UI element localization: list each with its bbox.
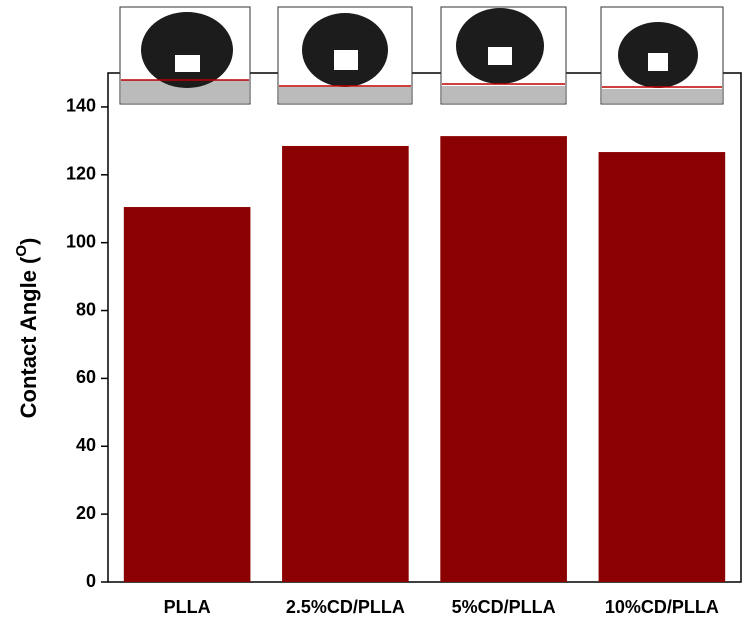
- y-tick-label: 80: [76, 299, 96, 319]
- y-tick-label: 0: [86, 571, 96, 591]
- droplet-image: [440, 6, 567, 105]
- y-tick-label: 20: [76, 503, 96, 523]
- droplet-image: [277, 6, 413, 105]
- axes-frame: 0 20 40 60 80 100 120 140 PLLA 2.5%CD/PLLA 5%CD/PL…: [66, 72, 742, 617]
- y-axis-title-text: Contact Angle (: [16, 256, 41, 418]
- bar: [123, 207, 251, 582]
- x-tick-label: 2.5%CD/PLLA: [286, 597, 405, 617]
- y-axis-title-superscript: O: [13, 245, 30, 257]
- y-tick-label: 60: [76, 367, 96, 387]
- droplet-image: [600, 6, 724, 105]
- y-tick-label: 40: [76, 435, 96, 455]
- x-tick-label: 5%CD/PLLA: [452, 597, 556, 617]
- bars: [123, 136, 726, 582]
- bar: [440, 136, 567, 582]
- x-tick-label: 10%CD/PLLA: [605, 597, 719, 617]
- droplet-image: [119, 6, 251, 105]
- y-axis-title-close: ): [16, 238, 41, 245]
- y-tick-label: 120: [66, 164, 96, 184]
- y-tick-label: 100: [66, 231, 96, 251]
- bar: [282, 145, 409, 582]
- y-tick-label: 140: [66, 96, 96, 116]
- x-tick-label: PLLA: [164, 597, 211, 617]
- droplet-images: [119, 6, 724, 105]
- y-axis-title: Contact Angle (O): [13, 238, 41, 419]
- bar: [598, 152, 726, 582]
- plot-border: [107, 72, 742, 583]
